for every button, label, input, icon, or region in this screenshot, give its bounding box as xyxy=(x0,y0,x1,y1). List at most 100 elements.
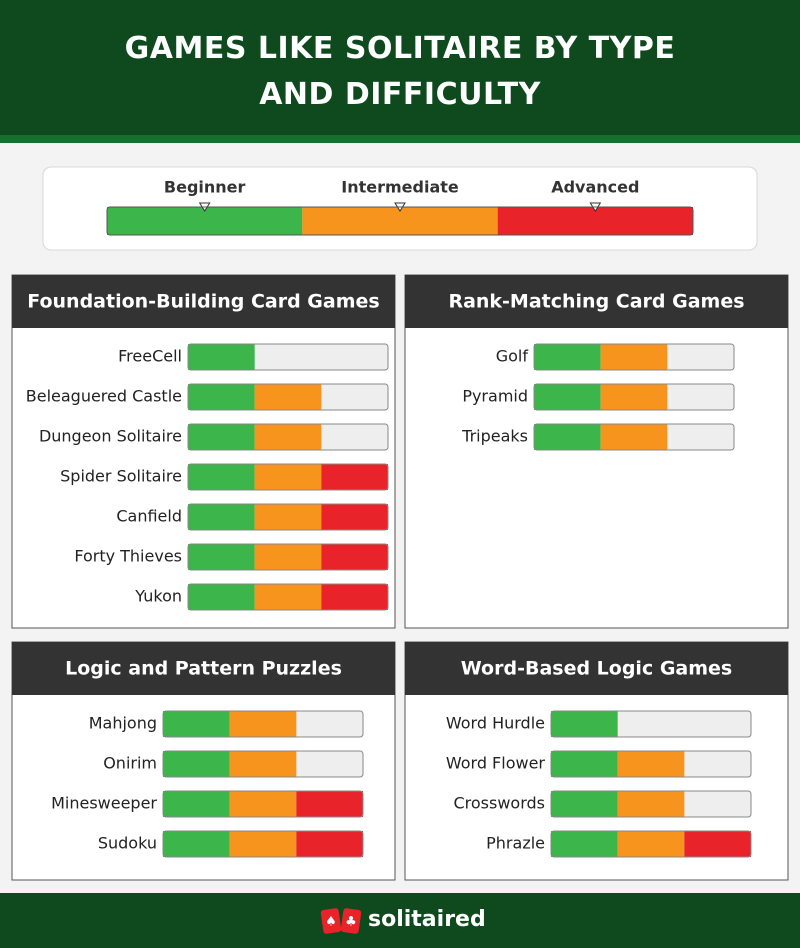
svg-text:♠: ♠ xyxy=(325,915,337,930)
bar-outline xyxy=(533,423,735,451)
footer-band xyxy=(0,893,800,948)
bar-segment xyxy=(321,584,388,610)
game-name: Forty Thieves xyxy=(74,547,182,566)
bar-outline xyxy=(162,750,364,778)
bar-segment xyxy=(188,544,255,570)
bar-outline xyxy=(162,710,364,738)
game-name: Golf xyxy=(496,347,529,366)
header-band xyxy=(0,0,800,135)
svg-text:♣: ♣ xyxy=(345,915,357,930)
game-name: Yukon xyxy=(134,587,182,606)
bar-segment xyxy=(254,544,322,570)
bar-segment xyxy=(600,384,668,410)
bar-segment xyxy=(254,504,322,530)
bar-segment xyxy=(534,384,601,410)
bar-segment xyxy=(163,711,230,737)
bar-segment xyxy=(188,464,255,490)
bar-segment xyxy=(296,831,363,857)
game-name: Canfield xyxy=(116,507,182,526)
bar-segment xyxy=(534,344,601,370)
bar-segment xyxy=(321,544,388,570)
bar-segment xyxy=(321,504,388,530)
bar-outline xyxy=(187,543,389,571)
game-name: Sudoku xyxy=(98,834,157,853)
game-name: Pyramid xyxy=(462,387,528,406)
bar-outline xyxy=(550,830,752,858)
bar-segment xyxy=(254,424,322,450)
bar-segment xyxy=(534,424,601,450)
bar-segment xyxy=(296,791,363,817)
bar-segment xyxy=(617,831,685,857)
legend-label: Intermediate xyxy=(341,178,459,197)
panel xyxy=(404,274,789,629)
bar-segment xyxy=(188,504,255,530)
bar-outline xyxy=(550,790,752,818)
game-name: Word Flower xyxy=(446,754,546,773)
legend-outline xyxy=(106,206,694,236)
bar-segment xyxy=(229,791,297,817)
game-name: Word Hurdle xyxy=(446,714,545,733)
game-name: Spider Solitaire xyxy=(60,467,182,486)
game-name: Phrazle xyxy=(486,834,545,853)
bar-segment xyxy=(551,751,618,777)
bar-outline xyxy=(533,343,735,371)
bar-segment xyxy=(254,584,322,610)
game-name: FreeCell xyxy=(118,347,182,366)
bar-outline xyxy=(550,750,752,778)
logo: ♠ ♣ xyxy=(320,908,362,934)
bar-outline xyxy=(187,503,389,531)
bar-segment xyxy=(229,831,297,857)
bar-outline xyxy=(162,790,364,818)
legend-label: Beginner xyxy=(164,178,246,197)
panel-title: Word-Based Logic Games xyxy=(461,658,732,680)
bar-segment xyxy=(163,791,230,817)
bar-segment xyxy=(600,424,668,450)
bar-segment xyxy=(163,831,230,857)
panel-title: Rank-Matching Card Games xyxy=(448,291,744,313)
panel-title: Foundation-Building Card Games xyxy=(27,291,379,313)
bar-outline xyxy=(533,383,735,411)
panel-header xyxy=(405,642,788,695)
bar-segment xyxy=(188,344,255,370)
game-name: Onirim xyxy=(103,754,157,773)
panel-title: Logic and Pattern Puzzles xyxy=(65,658,342,680)
bar-segment xyxy=(229,751,297,777)
bar-segment xyxy=(551,711,618,737)
bar-outline xyxy=(187,583,389,611)
bar-segment xyxy=(321,464,388,490)
panel-header xyxy=(12,642,395,695)
game-name: Mahjong xyxy=(89,714,157,733)
bar-segment xyxy=(254,464,322,490)
bar-segment xyxy=(163,751,230,777)
panel-header xyxy=(12,275,395,328)
header-stripe xyxy=(0,135,800,143)
bar-segment xyxy=(188,584,255,610)
game-name: Tripeaks xyxy=(461,427,528,446)
game-name: Minesweeper xyxy=(51,794,157,813)
bar-segment xyxy=(551,831,618,857)
game-name: Crosswords xyxy=(453,794,545,813)
game-name: Beleaguered Castle xyxy=(26,387,182,406)
bar-outline xyxy=(187,463,389,491)
bar-segment xyxy=(600,344,668,370)
bar-outline xyxy=(187,383,389,411)
bar-segment xyxy=(229,711,297,737)
panel-header xyxy=(405,275,788,328)
bar-outline xyxy=(550,710,752,738)
bar-segment xyxy=(617,791,685,817)
bar-segment xyxy=(684,831,751,857)
game-name: Dungeon Solitaire xyxy=(39,427,182,446)
legend-label: Advanced xyxy=(551,178,639,197)
bar-segment xyxy=(188,424,255,450)
bar-segment xyxy=(551,791,618,817)
bar-segment xyxy=(254,384,322,410)
bar-segment xyxy=(617,751,685,777)
bar-outline xyxy=(187,423,389,451)
title: GAMES LIKE SOLITAIRE BY TYPE AND DIFFICU… xyxy=(124,31,676,112)
brand: solitaired xyxy=(368,907,486,932)
bar-outline xyxy=(162,830,364,858)
bar-outline xyxy=(187,343,389,371)
bar-segment xyxy=(188,384,255,410)
